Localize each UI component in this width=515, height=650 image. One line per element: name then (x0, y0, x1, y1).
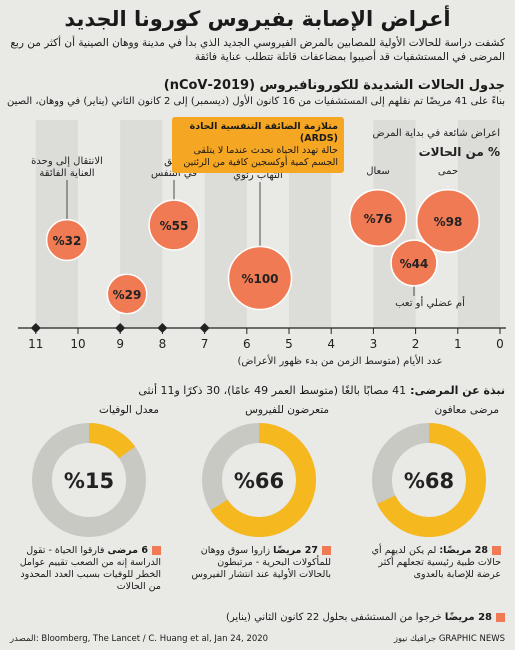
bullet-square (152, 546, 161, 555)
event-pct: %32 (53, 234, 82, 248)
event-bubble (390, 239, 438, 287)
x-tick-label: 3 (370, 337, 378, 351)
event-label: التهاب رئوي (233, 170, 283, 181)
x-tick-label: 5 (285, 337, 293, 351)
donut-label: متعرضون للفيروس (245, 404, 329, 416)
donut-card-deaths: معدل الوفيات %15 6 مرضى فارقوا الحياة - … (9, 398, 169, 608)
donut-chart-deaths: %15 (32, 423, 146, 537)
donut-pct: %68 (404, 469, 454, 493)
page-subtitle: كشفت دراسة للحالات الأولية للمصابين بالم… (10, 37, 505, 63)
x-tick-label: 2 (412, 337, 420, 351)
timeline-title: جدول الحالات الشديدة للكورونافيروس (2019… (163, 78, 505, 93)
x-tick-label: 6 (243, 337, 251, 351)
common-symptoms-label: اعراض شائعة في بداية المرض (372, 128, 500, 139)
x-tick-label: 10 (70, 337, 85, 351)
donut-fill (32, 423, 146, 537)
x-tick-label: 0 (496, 337, 504, 351)
bullet-square (496, 612, 505, 622)
event-bubble (416, 189, 480, 253)
x-tick-label: 4 (327, 337, 335, 351)
discharge-note: 28 مريضًا خرجوا من المستشفى بحلول 22 كان… (226, 612, 505, 623)
event-label: حمى (438, 166, 458, 177)
event-pct: %98 (434, 215, 463, 229)
page-title: أعراض الإصابة بفيروس كورونا الجديد (64, 7, 451, 31)
donut-pct: %66 (234, 469, 284, 493)
ards-heading: متلازمة الضائقة التنفسية الحادة (ARDS) (189, 121, 338, 144)
event-label: سعال (366, 166, 390, 177)
x-axis-label: عدد الأيام (متوسط الزمن من بدء ظهور الأع… (237, 354, 442, 367)
x-tick-label: 7 (201, 337, 209, 351)
event-pct: %76 (364, 212, 393, 226)
cases-pct-label: % من الحالات (419, 145, 500, 159)
event-bubble (106, 273, 148, 315)
event-pct: %55 (160, 219, 189, 233)
event-label: العناية الفائقة (39, 168, 94, 179)
donut-pct: %15 (64, 469, 114, 493)
day-marker (157, 323, 168, 333)
donut-chart-exposed: %66 (202, 423, 316, 537)
profile-text: 41 مصابًا بالغًا (متوسط العمر 49 عامًا)،… (138, 384, 407, 397)
x-tick-label: 8 (159, 337, 167, 351)
event-pct: %44 (400, 257, 429, 271)
event-label: في التنفس (151, 168, 197, 179)
event-bubble (45, 218, 89, 262)
timeline-subtitle: بناءً على 41 مريضًا تم نقلهم إلى المستشف… (7, 96, 505, 107)
brand: GRAPHIC NEWS جرافيك نيوز (393, 634, 505, 644)
profile-title: نبذة عن المرضى: (410, 384, 505, 397)
x-tick-label: 9 (116, 337, 124, 351)
donut-label: معدل الوفيات (99, 404, 159, 416)
event-pct: %100 (241, 272, 278, 286)
event-bubble (148, 199, 200, 251)
day-marker (199, 323, 210, 333)
event-label: الانتقال إلى وحدة (31, 156, 103, 167)
event-label: أم عضلي أو تعب (395, 296, 465, 309)
donut-note: 6 مرضى فارقوا الحياة - تقول الدراسة إنه … (19, 545, 161, 592)
donut-note: 27 مريضًا زاروا سوق ووهان للمأكولات البح… (191, 545, 331, 580)
bullet-square (492, 546, 501, 555)
x-tick-label: 11 (28, 337, 43, 351)
x-tick-label: 1 (454, 337, 462, 351)
profile-line: نبذة عن المرضى: 41 مصابًا بالغًا (متوسط … (138, 384, 505, 397)
donut-chart-recovered: %68 (372, 423, 486, 537)
donut-note: 28 مريضًا: لم يكن لديهم أي حالات طبية رئ… (371, 545, 501, 580)
donut-fill (202, 423, 316, 537)
bullet-square (322, 546, 331, 555)
donut-card-exposed: متعرضون للفيروس %66 27 مريضًا زاروا سوق … (179, 398, 339, 608)
ards-box: متلازمة الضائقة التنفسية الحادة (ARDS) ح… (172, 117, 344, 173)
day-marker (30, 323, 41, 333)
donut-fill (372, 423, 486, 537)
event-bubble (349, 189, 407, 247)
event-bubble (227, 245, 293, 311)
ards-text: حالة تهدد الحياة تحدث عندما لا يتلقى الج… (183, 145, 338, 168)
day-marker (115, 323, 126, 333)
donut-card-recovered: مرضى معافون %68 28 مريضًا: لم يكن لديهم … (349, 398, 509, 608)
event-pct: %29 (113, 288, 142, 302)
donut-label: مرضى معافون (434, 404, 499, 416)
sources: المصدر: Bloomberg, The Lancet / C. Huang… (10, 634, 269, 644)
